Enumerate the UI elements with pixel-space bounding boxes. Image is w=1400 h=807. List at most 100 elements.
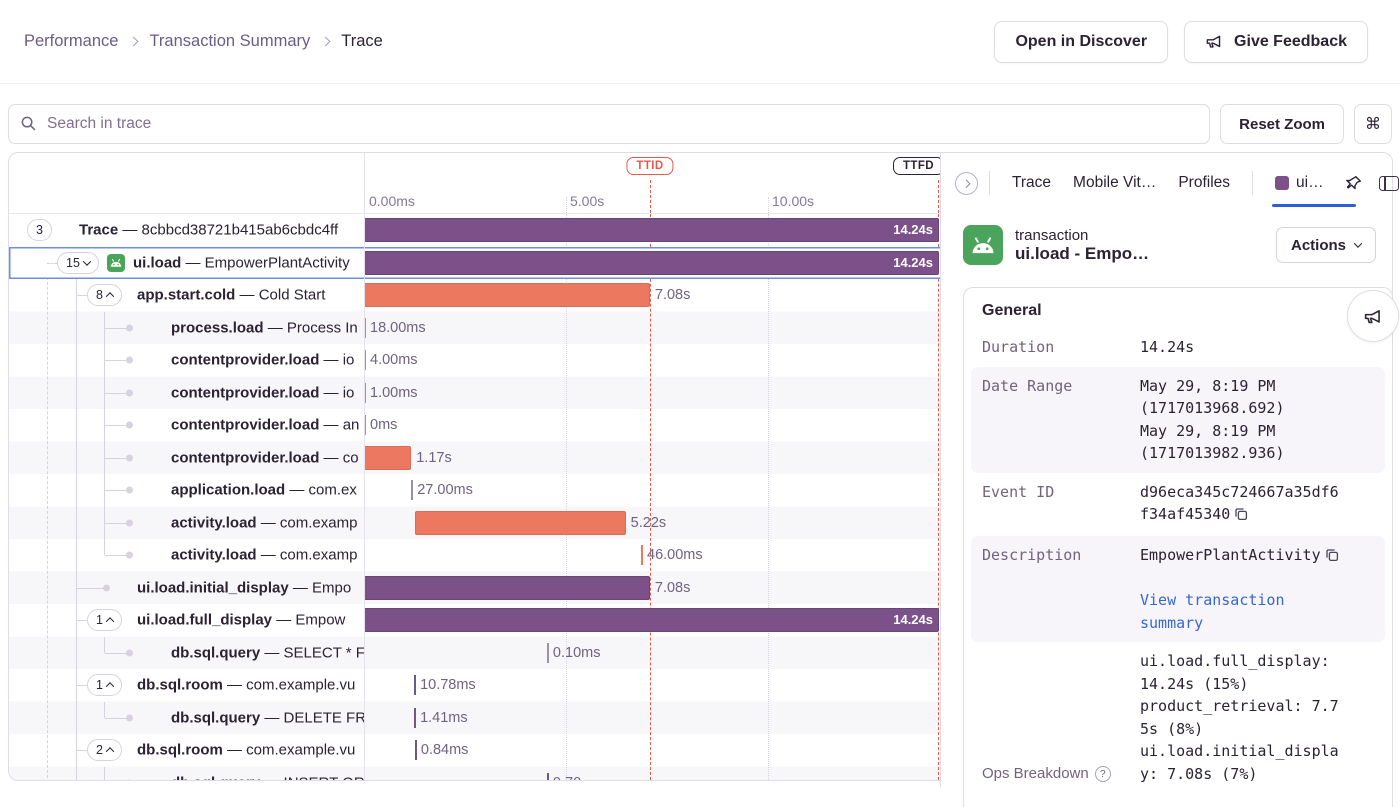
span-label: db.sql.query — DELETE FR [171, 709, 364, 726]
search-input[interactable] [8, 104, 1210, 144]
actions-button[interactable]: Actions [1276, 227, 1376, 263]
chevron-up-icon [106, 682, 114, 690]
trace-drawer: Trace Mobile Vit… Profiles ui… transacti… [940, 152, 1393, 787]
span-duration-tick[interactable] [414, 675, 416, 695]
field-date-range: Date Range May 29, 8:19 PM (1717013968.6… [971, 367, 1385, 473]
chevron-down-icon [83, 257, 91, 265]
megaphone-icon [1205, 32, 1224, 51]
field-value: d96eca345c724667a35df6f34af45340 [1140, 481, 1347, 528]
span-label: ui.load.initial_display — Empo [137, 579, 351, 596]
span-label: db.sql.query — INSERT OR [171, 774, 364, 781]
time-tick-0: 0.00ms [369, 193, 415, 209]
span-duration-tick[interactable] [547, 643, 549, 663]
transaction-header: transaction ui.load - Empo… Actions [941, 213, 1392, 265]
span-duration-tick[interactable] [641, 545, 643, 565]
android-icon [107, 254, 125, 272]
column-divider[interactable] [364, 153, 365, 780]
span-count-pill[interactable]: 1 [87, 609, 122, 631]
span-label: db.sql.query — SELECT * F [171, 644, 364, 661]
ops-item: ui.load.full_display: 14.24s (15%) [1140, 650, 1347, 695]
span-label: activity.load — com.examp [171, 547, 357, 564]
span-label: ui.load — EmpowerPlantActivity [133, 254, 350, 271]
field-value: May 29, 8:19 PM (1717013968.692) May 29,… [1140, 375, 1347, 465]
span-label: contentprovider.load — io [171, 384, 354, 401]
leaf-dot-icon [126, 714, 133, 721]
field-label: Date Range [982, 375, 1128, 465]
span-duration-bar[interactable]: 14.24s [364, 218, 939, 242]
tab-trace[interactable]: Trace [1012, 174, 1051, 192]
span-duration-tick[interactable] [415, 740, 417, 760]
breadcrumb-trace: Trace [341, 32, 383, 51]
time-tick-10s: 10.00s [772, 193, 814, 209]
span-duration-bar[interactable] [364, 576, 650, 600]
tab-profiles[interactable]: Profiles [1178, 174, 1230, 192]
drawer-tabbar: Trace Mobile Vit… Profiles ui… [941, 153, 1392, 213]
span-count-pill[interactable]: 3 [27, 219, 52, 241]
span-duration-tick[interactable] [547, 773, 549, 782]
span-count-pill[interactable]: 15 [57, 252, 99, 274]
ttfd-marker-badge[interactable]: TTFD [893, 157, 944, 175]
leaf-dot-icon [103, 584, 110, 591]
copy-icon[interactable] [1234, 505, 1248, 528]
android-icon [963, 225, 1003, 265]
chevron-down-icon [1354, 239, 1362, 247]
give-feedback-button[interactable]: Give Feedback [1184, 21, 1368, 63]
span-count-pill[interactable]: 2 [87, 739, 122, 761]
span-duration-bar[interactable] [364, 446, 411, 470]
span-label: contentprovider.load — an [171, 417, 359, 434]
span-duration-bar[interactable] [415, 511, 626, 535]
view-transaction-summary-link[interactable]: View transaction summary [1140, 589, 1347, 634]
trace-toolbar: Reset Zoom ⌘ [8, 104, 1392, 144]
breadcrumb-performance[interactable]: Performance [24, 32, 118, 51]
ttid-marker-badge[interactable]: TTID [626, 157, 673, 175]
chevron-right-icon [129, 37, 139, 47]
tab-ui-load-label: ui… [1296, 174, 1324, 192]
help-icon[interactable]: ? [1095, 766, 1111, 782]
ops-item: product_retrieval: 7.75s (8%) [1140, 695, 1347, 740]
span-duration-bar[interactable] [364, 283, 650, 307]
breadcrumb-transaction-summary[interactable]: Transaction Summary [149, 32, 310, 51]
span-label: activity.load — com.examp [171, 514, 357, 531]
field-label: Duration [982, 336, 1128, 359]
chevron-up-icon [106, 617, 114, 625]
breadcrumb: Performance Transaction Summary Trace [24, 32, 383, 51]
open-in-discover-button[interactable]: Open in Discover [994, 21, 1168, 63]
span-count-pill[interactable]: 1 [87, 674, 122, 696]
span-label: contentprovider.load — io [171, 352, 354, 369]
span-duration-bar[interactable]: 14.24s [364, 251, 939, 275]
chevron-up-icon [106, 292, 114, 300]
section-title-general: General [964, 288, 1392, 328]
tab-ui-load[interactable]: ui… [1275, 174, 1324, 192]
feedback-fab-button[interactable] [1347, 290, 1399, 342]
leaf-dot-icon [126, 454, 133, 461]
span-label: db.sql.room — com.example.vu [137, 742, 355, 759]
shortcuts-button[interactable]: ⌘ [1354, 104, 1392, 144]
pin-tab-icon[interactable] [1345, 175, 1362, 192]
span-label: db.sql.room — com.example.vu [137, 677, 355, 694]
leaf-dot-icon [126, 324, 133, 331]
span-color-swatch [1275, 176, 1289, 190]
span-label: contentprovider.load — co [171, 449, 359, 466]
copy-icon[interactable] [1325, 546, 1339, 569]
open-in-discover-label: Open in Discover [1015, 33, 1147, 51]
span-label: application.load — com.ex [171, 482, 357, 499]
leaf-dot-icon [126, 552, 133, 559]
chevron-right-icon [321, 37, 331, 47]
collapse-drawer-button[interactable] [955, 172, 978, 195]
span-count-pill[interactable]: 8 [87, 284, 122, 306]
span-duration-tick[interactable] [411, 480, 413, 500]
layout-left-icon[interactable] [1379, 176, 1399, 191]
search-icon [20, 115, 37, 132]
field-event-id: Event ID d96eca345c724667a35df6f34af4534… [964, 473, 1392, 536]
tab-mobile-vitals[interactable]: Mobile Vit… [1073, 174, 1156, 192]
span-duration-bar[interactable]: 14.24s [364, 608, 939, 632]
span-duration-tick[interactable] [414, 708, 416, 728]
transaction-kind: transaction [1015, 227, 1264, 244]
ops-item: ui.load.initial_display: 7.08s (7%) [1140, 740, 1347, 785]
field-value: EmpowerPlantActivity View transaction su… [1140, 544, 1347, 635]
leaf-dot-icon [126, 389, 133, 396]
reset-zoom-button[interactable]: Reset Zoom [1220, 104, 1344, 144]
time-tick-5s: 5.00s [570, 193, 604, 209]
gridline [768, 197, 769, 213]
ttfd-line [938, 180, 939, 213]
